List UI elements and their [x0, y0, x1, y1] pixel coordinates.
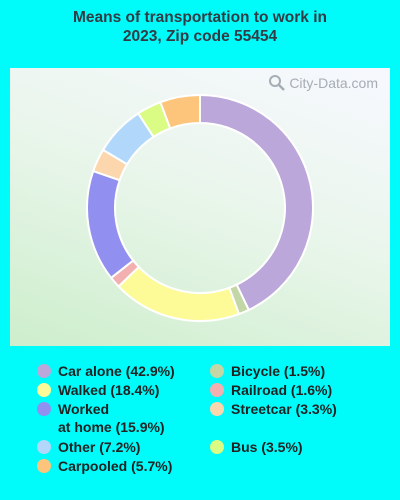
legend-swatch: [37, 383, 51, 397]
legend-item: Bus (3.5%): [210, 438, 303, 456]
legend-item: Worked at home (15.9%): [37, 400, 165, 436]
legend-item: Carpooled (5.7%): [37, 457, 172, 475]
legend-label: Bus (3.5%): [231, 439, 303, 455]
donut-slice-4: [86, 169, 135, 280]
legend-item: Other (7.2%): [37, 438, 140, 456]
chart-title-line-1: Means of transportation to work in: [72, 9, 328, 26]
legend-label: Worked at home (15.9%): [58, 401, 165, 435]
legend-label: Car alone (42.9%): [58, 363, 175, 379]
legend-swatch: [37, 364, 51, 378]
donut-slice-8: [159, 93, 201, 130]
chart-title: Means of transportation to work in 2023,…: [0, 8, 400, 46]
legend-swatch: [37, 402, 51, 416]
legend-label: Railroad (1.6%): [231, 382, 333, 398]
legend: Car alone (42.9%) Walked (18.4%) Worked at…: [0, 362, 400, 492]
donut-slice-2: [117, 265, 241, 322]
watermark-text: City-Data.com: [289, 75, 378, 91]
legend-label: Carpooled (5.7%): [58, 458, 173, 474]
legend-item: Railroad (1.6%): [210, 381, 332, 399]
legend-swatch: [210, 440, 224, 454]
legend-item: Bicycle (1.5%): [210, 362, 325, 380]
legend-item: Walked (18.4%): [37, 381, 159, 399]
legend-item: Streetcar (3.3%): [210, 400, 337, 418]
donut-chart: [86, 93, 314, 322]
legend-swatch: [37, 459, 51, 473]
legend-label: Streetcar (3.3%): [231, 401, 337, 417]
legend-swatch: [210, 402, 224, 416]
legend-label: Bicycle (1.5%): [231, 363, 326, 379]
watermark: City-Data.com: [268, 74, 378, 92]
legend-item: Car alone (42.9%): [37, 362, 175, 380]
search-magnifier-icon: [269, 75, 286, 91]
legend-swatch: [210, 383, 224, 397]
legend-swatch: [210, 364, 224, 378]
legend-label: Other (7.2%): [58, 439, 141, 455]
legend-label: Walked (18.4%): [58, 382, 160, 398]
donut-slice-0: [199, 93, 314, 312]
chart-title-line-2: 2023, Zip code 55454: [122, 28, 278, 45]
legend-swatch: [37, 440, 51, 454]
